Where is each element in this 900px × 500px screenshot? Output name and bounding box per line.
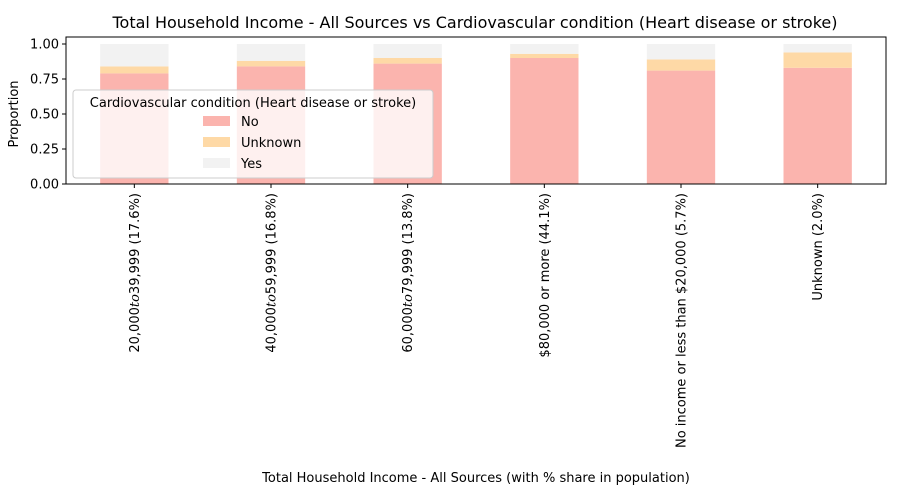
bar-unknown-4 [646, 59, 716, 71]
x-tick-label: Unknown (2.0%) [811, 193, 826, 301]
legend-swatch-unknown [203, 137, 230, 147]
bar-unknown-2 [373, 58, 442, 64]
bar-yes-2 [373, 44, 442, 58]
bar-unknown-5 [783, 52, 852, 68]
x-tick-label: No income or less than $20,000 (5.7%) [675, 193, 690, 448]
y-axis-label: Proportion [7, 80, 22, 147]
bar-yes-0 [100, 44, 169, 67]
y-axis: 0.00 0.25 0.50 0.75 1.00 [30, 38, 66, 193]
legend-label-unknown: Unknown [241, 136, 301, 151]
y-tick-label: 0.50 [30, 108, 59, 123]
plot-frame [65, 36, 887, 185]
legend-label-yes: Yes [240, 157, 262, 172]
legend-label-no: No [241, 115, 259, 130]
x-axis: 20,000to39,999 (17.6%) 40,000to59,999 (16… [128, 184, 826, 448]
y-tick-label: 0.25 [30, 143, 59, 158]
x-tick-label: 60,000to79,999 (13.8%) [401, 193, 416, 353]
bar-unknown-3 [510, 53, 579, 58]
x-tick-label: $80,000 or more (44.1%) [538, 193, 553, 358]
legend-box [72, 89, 434, 179]
x-tick-label: 20,000to39,999 (17.6%) [128, 193, 143, 353]
bar-unknown-1 [236, 60, 306, 67]
x-tick-label: 40,000to59,999 (16.8%) [265, 193, 280, 353]
bar-no-3 [510, 58, 579, 184]
legend-swatch-yes [203, 158, 230, 168]
bar-yes-4 [646, 44, 716, 60]
y-tick-label: 0.00 [30, 178, 59, 193]
legend-swatch-no [203, 116, 230, 126]
bar-yes-3 [510, 44, 579, 54]
bar-no-4 [646, 70, 716, 184]
x-axis-label: Total Household Income - All Sources (wi… [261, 471, 690, 486]
y-tick-label: 0.75 [30, 73, 59, 88]
bar-unknown-0 [100, 66, 169, 74]
bar-no-5 [783, 67, 852, 184]
legend-title: Cardiovascular condition (Heart disease … [90, 96, 416, 111]
bar-yes-5 [783, 44, 852, 53]
legend: Cardiovascular condition (Heart disease … [72, 89, 434, 179]
y-tick-label: 1.00 [30, 38, 59, 53]
chart-title: Total Household Income - All Sources vs … [112, 13, 838, 32]
bar-yes-1 [236, 44, 306, 61]
